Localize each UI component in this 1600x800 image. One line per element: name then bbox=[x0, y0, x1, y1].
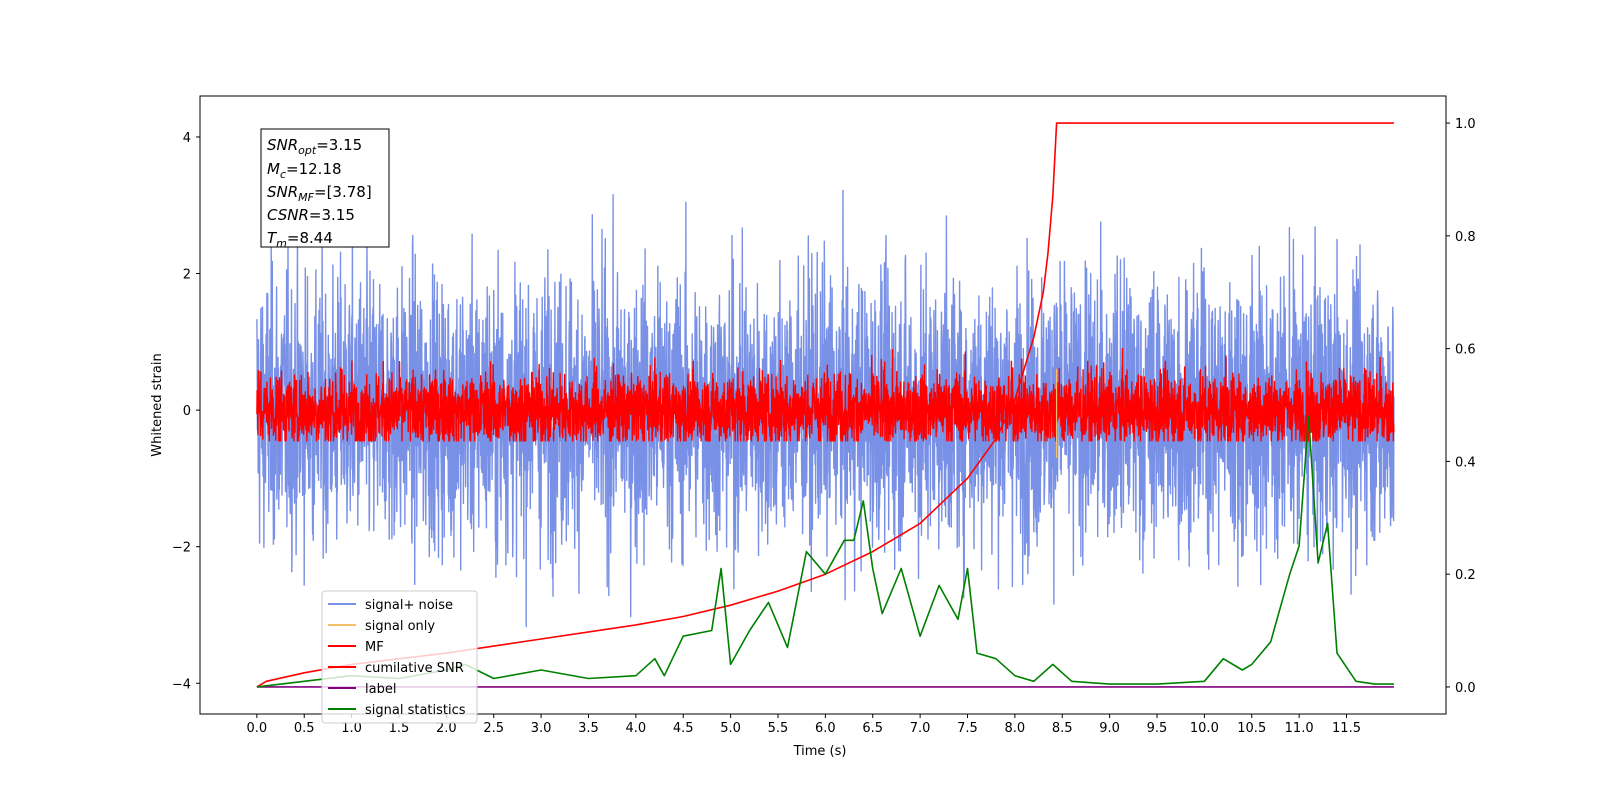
x-tick-label: 9.0 bbox=[1099, 721, 1120, 736]
x-tick-label: 8.5 bbox=[1052, 721, 1073, 736]
y2-tick-label: 0.6 bbox=[1455, 343, 1476, 358]
y2-tick-label: 0.0 bbox=[1455, 681, 1476, 696]
x-tick-label: 2.5 bbox=[483, 721, 504, 736]
info-csnr: CSNR=3.15 bbox=[267, 206, 355, 224]
x-tick-label: 8.0 bbox=[1005, 721, 1026, 736]
legend-label: MF bbox=[365, 640, 384, 655]
y-axis-left: −4 −2 0 2 4 bbox=[172, 131, 200, 692]
y2-tick-label: 0.8 bbox=[1455, 230, 1476, 245]
x-tick-label: 4.0 bbox=[626, 721, 647, 736]
x-axis-label: Time (s) bbox=[793, 744, 847, 759]
info-box: SNRopt=3.15 Mc=12.18 SNRMF=[3.78] CSNR=3… bbox=[260, 128, 390, 250]
info-snr-opt: SNRopt=3.15 bbox=[267, 136, 362, 157]
y-axis-right: 0.0 0.2 0.4 0.6 0.8 1.0 bbox=[1446, 117, 1476, 696]
x-tick-label: 6.5 bbox=[862, 721, 883, 736]
info-snr-mf: SNRMF=[3.78] bbox=[267, 183, 372, 204]
legend-label: signal+ noise bbox=[365, 598, 453, 613]
x-axis: 0.0 0.5 1.0 1.5 2.0 2.5 3.0 3.5 4.0 4.5 5.0 5.5 6.0 6… bbox=[247, 714, 1361, 736]
info-tm: Tm=8.44 bbox=[267, 229, 333, 250]
legend-label: signal only bbox=[365, 619, 435, 634]
legend: signal+ noise signal only MF cumilative SNR… bbox=[321, 590, 478, 724]
series-mf-line bbox=[256, 347, 1395, 442]
y-tick-label: 0 bbox=[183, 404, 191, 419]
info-mc: Mc=12.18 bbox=[267, 160, 342, 181]
y-axis-label: Whitened strain bbox=[150, 353, 165, 456]
legend-label: signal statistics bbox=[365, 703, 466, 718]
legend-label: cumilative SNR bbox=[365, 661, 464, 676]
legend-frame bbox=[321, 590, 478, 724]
x-tick-label: 11.5 bbox=[1332, 721, 1361, 736]
x-tick-label: 2.0 bbox=[436, 721, 457, 736]
x-tick-label: 0.0 bbox=[247, 721, 268, 736]
y-tick-label: 4 bbox=[183, 131, 191, 146]
plot-frame bbox=[199, 95, 1447, 715]
x-tick-label: 0.5 bbox=[294, 721, 315, 736]
x-tick-label: 6.0 bbox=[815, 721, 836, 736]
y-tick-label: 2 bbox=[183, 268, 191, 283]
x-tick-label: 7.5 bbox=[957, 721, 978, 736]
x-tick-label: 11.0 bbox=[1285, 721, 1314, 736]
series-signal-statistics-line bbox=[256, 415, 1394, 688]
x-tick-label: 9.5 bbox=[1147, 721, 1168, 736]
y2-tick-label: 0.4 bbox=[1455, 455, 1476, 470]
x-tick-label: 5.0 bbox=[720, 721, 741, 736]
x-tick-label: 1.5 bbox=[389, 721, 410, 736]
x-tick-label: 7.0 bbox=[910, 721, 931, 736]
info-box-frame bbox=[260, 128, 390, 248]
y2-tick-label: 0.2 bbox=[1455, 568, 1476, 583]
x-tick-label: 5.5 bbox=[768, 721, 789, 736]
x-tick-label: 4.5 bbox=[673, 721, 694, 736]
x-tick-label: 10.5 bbox=[1237, 721, 1266, 736]
y-tick-label: −4 bbox=[172, 677, 191, 692]
x-tick-label: 3.0 bbox=[531, 721, 552, 736]
y2-tick-label: 1.0 bbox=[1455, 117, 1476, 132]
x-tick-label: 1.0 bbox=[341, 721, 362, 736]
y-tick-label: −2 bbox=[172, 541, 191, 556]
legend-label: label bbox=[365, 682, 396, 697]
x-tick-label: 10.0 bbox=[1190, 721, 1219, 736]
x-tick-label: 3.5 bbox=[578, 721, 599, 736]
